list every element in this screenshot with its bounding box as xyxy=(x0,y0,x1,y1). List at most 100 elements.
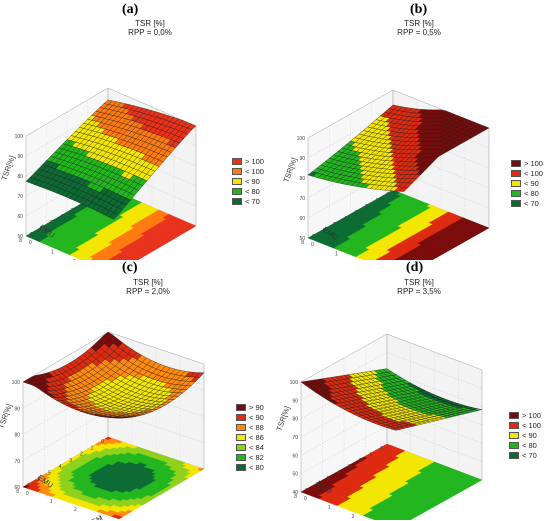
floor-cell xyxy=(405,517,414,520)
z-tick-label: 80 xyxy=(299,176,305,182)
z-tick-label: 60 xyxy=(292,453,298,459)
legend-item: < 80 xyxy=(232,186,264,196)
surface-cell xyxy=(390,427,401,431)
legend-item: < 100 xyxy=(509,420,541,430)
z-axis-label: TSR[%] xyxy=(0,154,17,181)
legend-item: > 100 xyxy=(509,410,541,420)
floor-cell xyxy=(425,257,434,260)
legend-label: < 90 xyxy=(524,178,539,188)
floor-cell xyxy=(362,257,371,260)
floor-cell xyxy=(109,257,117,260)
z-tick-label: 80 xyxy=(17,174,23,180)
floor-cell xyxy=(119,258,127,260)
floor-cell xyxy=(403,519,409,520)
floor-cell xyxy=(408,257,417,260)
surface-plot-c: 1009080706001234012345678CEMEMUTSR[%] xyxy=(0,331,205,520)
x-tick-label: 1 xyxy=(50,499,53,505)
y-tick-label: 5 xyxy=(48,470,51,476)
legend-label: < 88 xyxy=(249,422,264,432)
y-tick-label: 6 xyxy=(316,482,319,488)
subtitle-text: RPP = 2,0% xyxy=(126,287,170,296)
legend-swatch xyxy=(236,433,246,441)
y-tick-label: 7 xyxy=(27,483,30,489)
y-tick-label: 5 xyxy=(333,222,336,228)
gridline xyxy=(300,370,483,419)
floor-cell xyxy=(406,258,412,260)
z-tick-label: 70 xyxy=(292,435,298,441)
floor-cell xyxy=(401,257,410,260)
legend: > 100 < 100 < 90 < 80 < 70 xyxy=(232,156,264,206)
z-tick-label: 80 xyxy=(14,433,20,439)
y-tick-label: 2 xyxy=(81,202,84,208)
x-tick-label: 1 xyxy=(335,252,338,258)
legend-swatch xyxy=(509,441,519,449)
gridline xyxy=(307,129,490,179)
legend-label: < 84 xyxy=(249,442,264,452)
legend-label: < 80 xyxy=(522,440,537,450)
floor-cell xyxy=(84,258,90,260)
x-axis-label: CEM xyxy=(85,514,104,520)
chart-title: TSR [%] RPP = 0,0% xyxy=(110,19,190,37)
legend-item: < 90 xyxy=(232,176,264,186)
legend-swatch xyxy=(236,463,246,471)
gridline xyxy=(22,410,205,461)
floor-contour xyxy=(22,436,205,520)
floor-cell xyxy=(79,257,88,260)
legend-label: > 100 xyxy=(522,410,541,420)
surface-plot-d: 10090807060504001234012345678CEMEMUTSR[%… xyxy=(275,333,483,520)
legend-label: < 90 xyxy=(522,430,537,440)
legend: > 100 < 100 < 90 < 80 < 70 xyxy=(511,158,543,208)
legend-item: > 90 xyxy=(236,402,264,412)
z-tick-label: 90 xyxy=(17,154,23,160)
y-tick-label: 6 xyxy=(322,228,325,234)
floor-cell xyxy=(398,517,407,520)
z-tick-label: 40 xyxy=(292,490,298,496)
legend-swatch xyxy=(236,453,246,461)
legend-swatch xyxy=(232,197,242,205)
y-tick-label: 4 xyxy=(60,214,63,220)
z-tick-label: 60 xyxy=(14,485,20,491)
surface xyxy=(300,368,483,431)
legend-label: > 100 xyxy=(245,156,264,166)
x-tick-label: 0 xyxy=(311,242,314,248)
panel-label: (c) xyxy=(122,260,138,275)
legend-swatch xyxy=(232,187,242,195)
legend: > 100 < 100 < 90 < 80 < 70 xyxy=(509,410,541,460)
panel-label: (a) xyxy=(122,2,139,17)
floor-contour xyxy=(300,443,483,520)
legend-swatch xyxy=(511,159,521,167)
floor-cell xyxy=(380,517,389,520)
y-tick-label: 0 xyxy=(386,192,389,198)
legend-swatch xyxy=(236,443,246,451)
y-tick-label: 4 xyxy=(337,470,340,476)
z-tick-label: 100 xyxy=(290,380,299,386)
legend-item: < 84 xyxy=(236,442,264,452)
x-tick-label: 2 xyxy=(74,507,77,513)
legend-swatch xyxy=(509,421,519,429)
legend-swatch xyxy=(509,411,519,419)
legend-swatch xyxy=(509,431,519,439)
floor-cell xyxy=(113,258,120,260)
subtitle-text: RPP = 0,5% xyxy=(397,28,441,37)
legend-swatch xyxy=(236,413,246,421)
x-tick-label: 1 xyxy=(51,250,54,256)
legend-swatch xyxy=(232,167,242,175)
panel-label: (b) xyxy=(410,2,428,17)
y-tick-label: 5 xyxy=(50,220,53,226)
chart-title: TSR [%] RPP = 3,5% xyxy=(379,278,459,296)
y-tick-label: 6 xyxy=(40,226,43,232)
y-tick-label: 0 xyxy=(380,446,383,452)
y-tick-label: 8 xyxy=(301,240,304,246)
floor-cell xyxy=(394,257,403,260)
legend-item: < 90 xyxy=(236,412,264,422)
legend-swatch xyxy=(236,403,246,411)
y-tick-label: 4 xyxy=(59,464,62,470)
legend-swatch xyxy=(232,157,242,165)
legend-label: < 100 xyxy=(245,166,264,176)
y-tick-label: 4 xyxy=(344,216,347,222)
gridline xyxy=(300,352,483,401)
panel-label: (d) xyxy=(406,260,424,275)
subtitle-text: RPP = 0,0% xyxy=(128,28,172,37)
surface xyxy=(22,331,205,419)
floor-cell xyxy=(102,257,111,260)
